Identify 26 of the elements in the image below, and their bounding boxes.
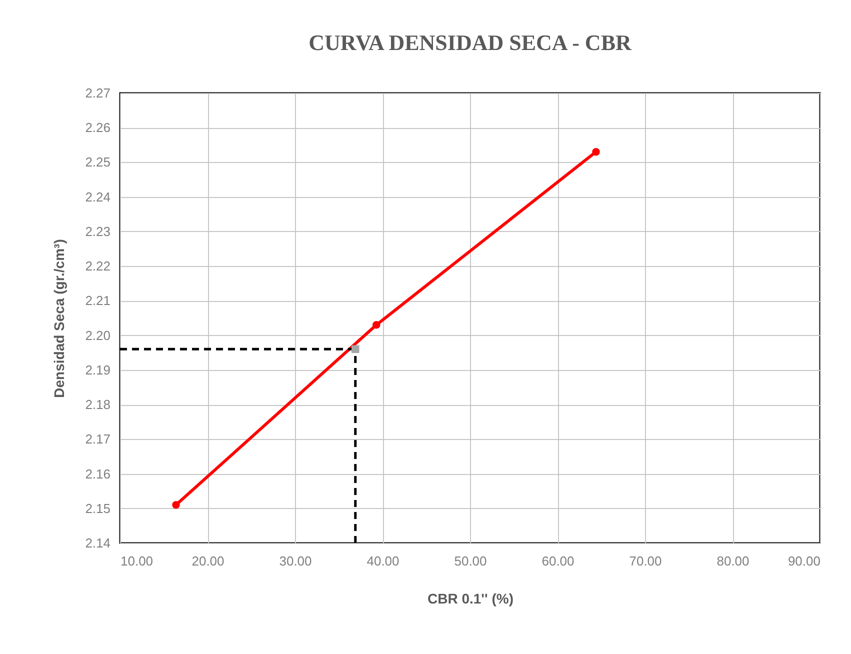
y-tick-label: 2.20: [85, 328, 110, 343]
x-tick-label: 60.00: [542, 554, 574, 568]
y-tick-label: 2.17: [85, 432, 110, 447]
x-tick-label: 80.00: [716, 554, 750, 568]
x-tick-label: 50.00: [454, 554, 487, 568]
y-tick-label: 2.25: [85, 154, 110, 170]
x-tick-label: 70.00: [629, 554, 662, 568]
y-tick-label: 2.22: [85, 258, 110, 274]
x-tick-label: 10.00: [120, 554, 154, 568]
chart-title: CURVA DENSIDAD SECA - CBR: [308, 30, 632, 55]
y-tick-label: 2.19: [85, 362, 110, 378]
y-tick-label: 2.27: [85, 86, 110, 100]
y-tick-label: 2.14: [85, 536, 110, 550]
y-tick-label: 2.16: [85, 466, 110, 482]
x-tick-label: 40.00: [366, 554, 400, 568]
x-tick-label: 30.00: [279, 554, 312, 568]
y-tick-label: 2.24: [85, 189, 110, 204]
y-tick-label: 2.26: [85, 120, 110, 136]
x-tick-label: 90.00: [788, 554, 820, 568]
x-tick-label: 20.00: [192, 554, 224, 568]
y-tick-label: 2.21: [85, 293, 110, 308]
y-tick-label: 2.15: [85, 500, 110, 516]
x-axis-title: CBR 0.1'' (%): [427, 590, 514, 606]
y-tick-label: 2.23: [85, 224, 110, 239]
y-axis-title: Densidad Seca (gr./cm³): [51, 239, 68, 398]
y-tick-label: 2.18: [85, 397, 110, 412]
